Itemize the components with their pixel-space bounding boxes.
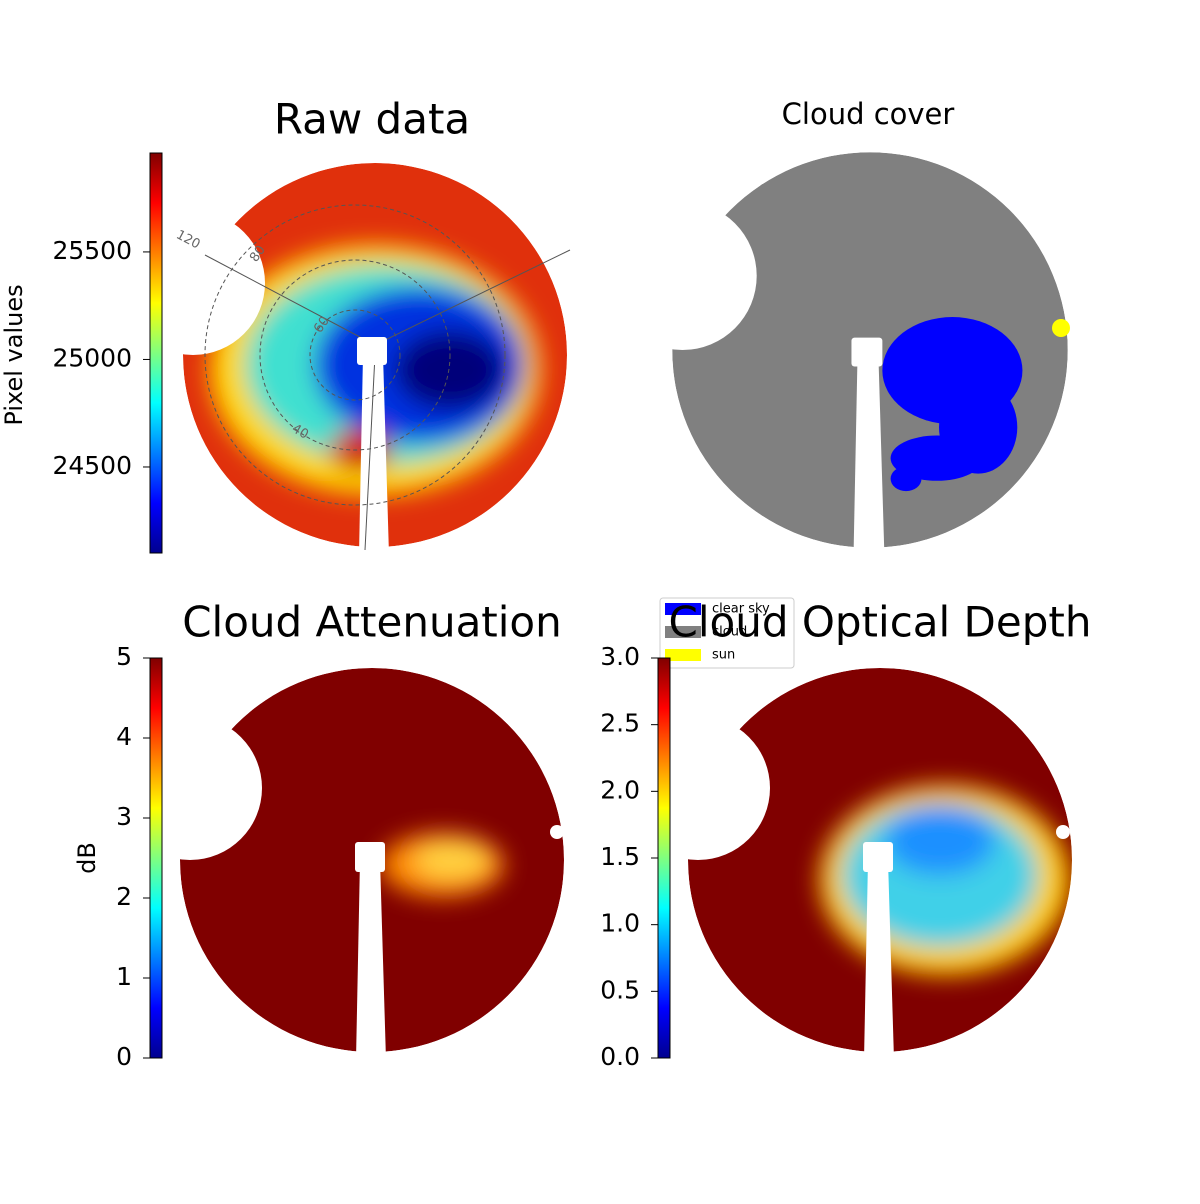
legend-swatch	[665, 649, 701, 661]
panel-title: Cloud cover	[782, 97, 955, 131]
polar-grid-label: 120	[174, 228, 203, 253]
sun-marker	[1052, 319, 1070, 337]
colorbar-tick-label: 25500	[52, 236, 132, 265]
cloud-cover-image	[672, 152, 1068, 548]
attenuation-image	[180, 668, 564, 1052]
legend-swatch	[665, 603, 701, 615]
colorbar-tick-label: 25000	[52, 343, 132, 372]
legend-swatch	[665, 626, 701, 638]
colorbar-label: dB	[73, 842, 101, 874]
sun-mask	[550, 825, 564, 839]
polar-grid-label: 40	[289, 421, 311, 442]
panel-title: Raw data	[274, 95, 470, 144]
colorbar-tick-label: 2	[116, 882, 132, 911]
colorbar-tick-label: 0.5	[600, 975, 640, 1004]
colorbar-tick-label: 4	[116, 722, 132, 751]
colorbar-tick-label: 2.5	[600, 709, 640, 738]
colorbar-tick-label: 2.0	[600, 775, 640, 804]
colorbar-label: Pixel values	[0, 284, 28, 425]
colorbar-tick-label: 1.0	[600, 909, 640, 938]
sun-mask	[1056, 825, 1070, 839]
raw-image	[183, 163, 571, 551]
legend-label: cloud	[712, 625, 747, 640]
cod-image	[688, 668, 1072, 1052]
legend-label: sun	[712, 648, 735, 663]
colorbar	[657, 657, 671, 1059]
legend-label: clear sky	[712, 602, 770, 617]
colorbar-tick-label: 1	[116, 962, 132, 991]
colorbar-tick-label: 5	[116, 642, 132, 671]
colorbar-tick-label: 24500	[52, 451, 132, 480]
colorbar-tick-label: 0	[116, 1042, 132, 1071]
colorbar-tick-label: 1.5	[600, 842, 640, 871]
colorbar	[149, 152, 163, 554]
colorbar	[149, 657, 163, 1059]
colorbar-tick-label: 0.0	[600, 1042, 640, 1071]
panel-title: Cloud Optical Depth	[669, 598, 1092, 647]
panel-title: Cloud Attenuation	[182, 598, 562, 647]
colorbar-tick-label: 3	[116, 802, 132, 831]
colorbar-tick-label: 3.0	[600, 642, 640, 671]
